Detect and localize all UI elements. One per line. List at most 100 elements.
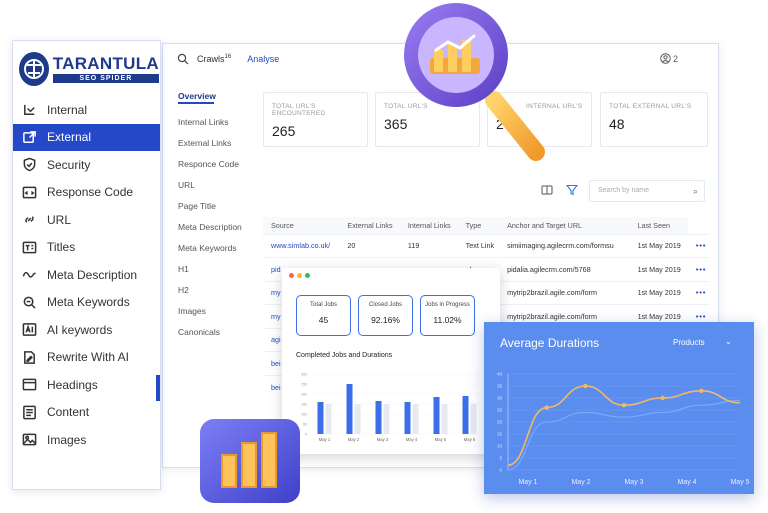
row-more-icon[interactable]: ••• — [687, 257, 709, 281]
tab-h1[interactable]: H1 — [178, 263, 189, 274]
tab-meta-description[interactable]: Meta Description — [178, 221, 242, 232]
sidebar-item-content[interactable]: Content — [13, 399, 160, 427]
link-icon — [21, 212, 37, 228]
sidebar-item-security[interactable]: Security — [13, 151, 160, 179]
crawls-label: Crawls — [197, 54, 225, 64]
sidebar-item-url[interactable]: URL — [13, 206, 160, 234]
y-tick-label: 100 — [301, 413, 307, 417]
table-header-row: Source External Links Internal Links Type An… — [263, 217, 709, 234]
x-tick-label: May 2 — [348, 437, 360, 442]
stat-card-total-encountered: TOTAL URL'S ENCOUNTERED 265 — [263, 92, 368, 147]
minimize-dot-icon[interactable] — [297, 273, 302, 278]
brand-logo[interactable]: TARANTULA SEO SPIDER — [19, 49, 159, 89]
product-select[interactable]: Products — [673, 338, 705, 347]
tab-responce-code[interactable]: Responce Code — [178, 158, 239, 169]
tab-internal-links[interactable]: Internal Links — [178, 116, 229, 127]
tab-page-title[interactable]: Page Title — [178, 200, 216, 211]
table-cell: 20 — [339, 233, 400, 258]
kpi-label: Closed Jobs — [368, 302, 403, 308]
stat-value: 2 — [496, 116, 504, 132]
x-tick-label: May 6 — [464, 437, 476, 442]
user-menu[interactable]: 2 — [660, 53, 678, 64]
column-header[interactable]: External Links — [339, 217, 400, 234]
sidebar-item-label: Internal — [47, 102, 88, 117]
sidebar-item-external[interactable]: External — [13, 123, 160, 151]
sidebar-item-images[interactable]: Images — [13, 426, 160, 454]
close-dot-icon[interactable] — [289, 273, 294, 278]
chevron-down-icon[interactable]: ⌄ — [725, 337, 732, 346]
sidebar-item-label: Response Code — [47, 185, 134, 200]
y-tick-label: 250 — [301, 383, 307, 387]
y-tick-label: 35 — [497, 384, 503, 389]
column-header[interactable]: Anchor and Target URL — [499, 217, 630, 234]
tab-images[interactable]: Images — [178, 305, 206, 316]
sidebar-item-titles[interactable]: Titles — [13, 234, 160, 262]
row-more-icon[interactable]: ••• — [687, 233, 709, 258]
sidebar-item-rewrite-with-ai[interactable]: Rewrite With AI — [13, 344, 160, 372]
data-point — [699, 388, 704, 393]
sidebar-item-label: Meta Keywords — [47, 295, 130, 310]
y-tick-label: 300 — [301, 373, 307, 377]
sidebar-item-label: Titles — [47, 240, 76, 255]
meta-icon — [21, 267, 37, 283]
table-search-input[interactable]: Search by name ⌕ — [589, 180, 705, 202]
y-tick-label: 200 — [301, 393, 307, 397]
tab-canonicals[interactable]: Canonicals — [178, 326, 221, 337]
sidebar-item-label: Headings — [47, 377, 98, 392]
sidebar-item-label: Security — [47, 157, 91, 172]
x-tick-label: May 5 — [730, 479, 749, 486]
external-link-icon — [21, 129, 37, 145]
columns-icon[interactable] — [541, 184, 553, 196]
tab-overview[interactable]: Overview — [178, 90, 216, 104]
tab-url[interactable]: URL — [178, 179, 196, 190]
y-tick-label: 30 — [497, 396, 503, 401]
spider-logo-icon — [19, 52, 49, 86]
search-icon: ⌕ — [692, 186, 698, 196]
data-point — [621, 403, 627, 408]
crawls-tab[interactable]: Crawls16 — [197, 54, 231, 64]
code-window-icon — [21, 184, 37, 200]
row-more-icon[interactable]: ••• — [687, 280, 709, 305]
y-tick-label: 5 — [499, 456, 502, 461]
kpi-value: 45 — [318, 315, 329, 325]
ai-icon — [21, 322, 37, 338]
content-icon — [21, 404, 37, 420]
tab-h2[interactable]: H2 — [178, 284, 189, 295]
y-tick-label: 0 — [305, 433, 307, 437]
table-cell: 1st May 2019 — [629, 280, 688, 305]
table-row[interactable]: www.simlab.co.uk/20 119 Text Link simiimagi… — [263, 233, 709, 258]
column-header[interactable]: Type — [457, 217, 500, 234]
stat-label: INTERNAL URL'S — [526, 103, 583, 110]
y-tick-label: 40 — [497, 372, 503, 377]
sidebar-item-headings[interactable]: Headings — [13, 371, 160, 399]
search-icon[interactable] — [177, 53, 189, 65]
bar — [404, 402, 411, 434]
analyse-tab[interactable]: Analyse — [247, 54, 280, 64]
sidebar-item-meta-description[interactable]: Meta Description — [13, 261, 160, 289]
sidebar-item-internal[interactable]: Internal — [13, 96, 160, 124]
x-tick-label: May 5 — [435, 437, 447, 442]
sidebar-item-response-code[interactable]: Response Code — [13, 179, 160, 207]
bar — [470, 404, 477, 434]
sidebar-item-ai-keywords[interactable]: AI keywords — [13, 316, 160, 344]
tab-external-links[interactable]: External Links — [178, 137, 232, 148]
series-line — [507, 399, 741, 471]
bar — [375, 401, 382, 434]
tab-meta-keywords[interactable]: Meta Keywords — [178, 242, 237, 253]
column-header[interactable]: Last Seen — [629, 217, 688, 234]
column-header[interactable]: Internal Links — [399, 217, 458, 234]
stat-card-external-urls: TOTAL EXTERNAL URL'S 48 — [600, 92, 708, 147]
table-cell: mytrip2brazil.agile.com/form — [499, 280, 630, 305]
kpi-value: 92.16% — [371, 315, 400, 325]
maximize-dot-icon[interactable] — [305, 273, 310, 278]
bar-chart-illustration-icon — [200, 419, 300, 503]
sidebar-item-label: Meta Description — [47, 267, 138, 282]
bar — [383, 404, 390, 434]
filter-icon[interactable] — [566, 184, 578, 196]
scroll-indicator[interactable] — [156, 375, 160, 401]
column-header[interactable]: Source — [263, 217, 340, 234]
source-link[interactable]: www.simlab.co.uk/ — [263, 233, 340, 258]
sidebar-item-meta-keywords[interactable]: Meta Keywords — [13, 289, 160, 317]
report-tabs: Overview Internal Links External Links Resp… — [178, 90, 263, 342]
